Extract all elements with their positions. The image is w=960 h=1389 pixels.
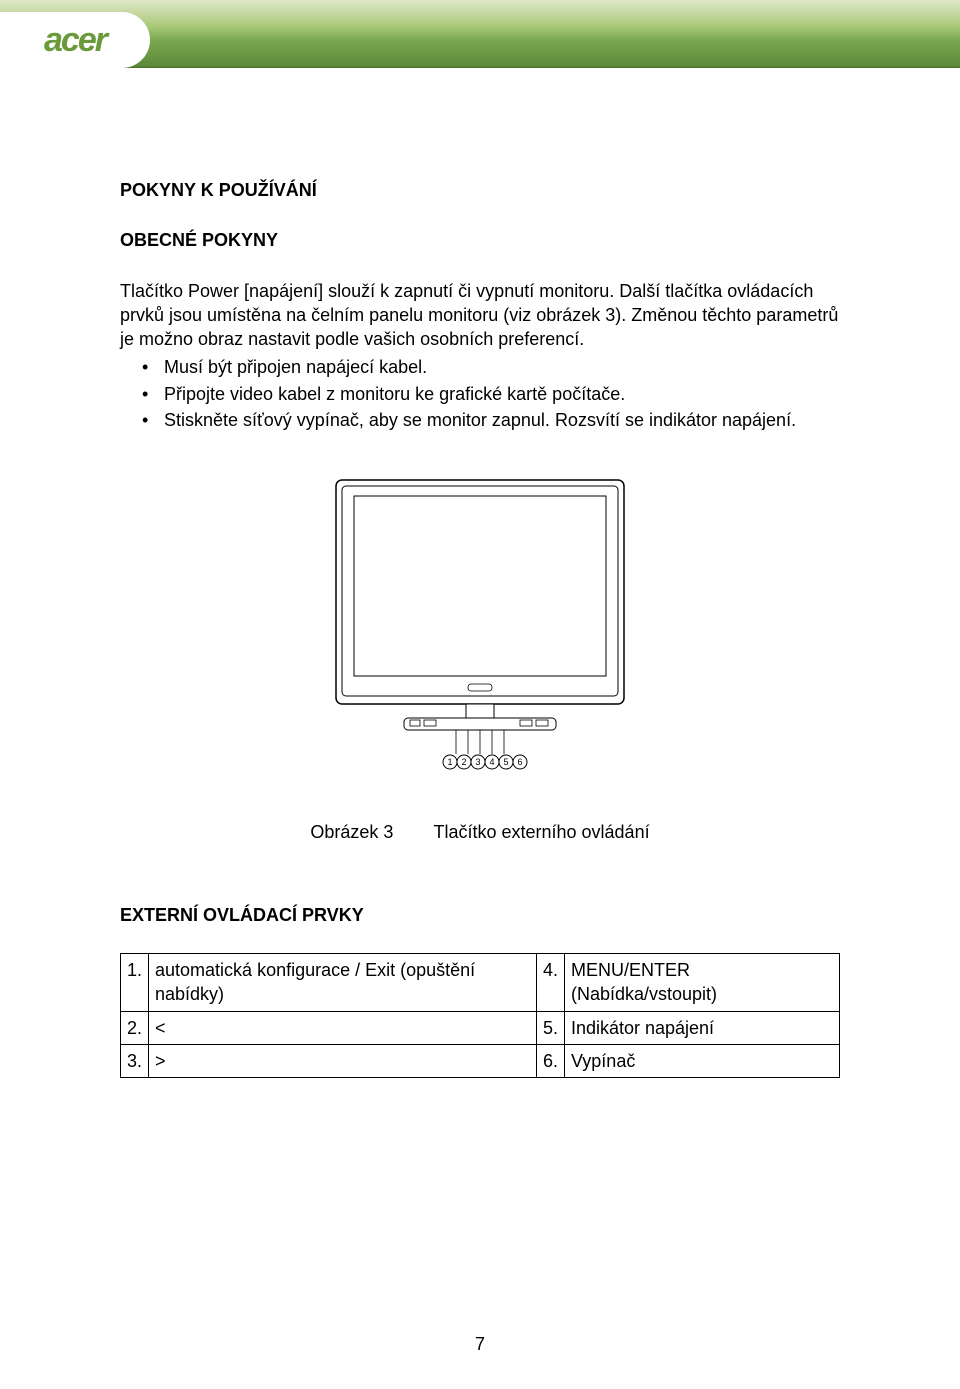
intro-paragraph: Tlačítko Power [napájení] slouží k zapnu… [120, 279, 840, 352]
caption-right: Tlačítko externího ovládání [433, 820, 649, 844]
cell-num: 1. [121, 953, 149, 1011]
heading-sub: OBECNÉ POKYNY [120, 228, 840, 252]
cell-text: MENU/ENTER (Nabídka/vstoupit) [564, 953, 839, 1011]
page-number: 7 [0, 1334, 960, 1355]
svg-text:5: 5 [503, 757, 508, 767]
caption-left: Obrázek 3 [310, 820, 393, 844]
table-row: 3. > 6. Vypínač [121, 1044, 840, 1077]
bullet-list: Musí být připojen napájecí kabel. Připoj… [120, 355, 840, 432]
table-row: 1. automatická konfigurace / Exit (opušt… [121, 953, 840, 1011]
figure-monitor: 1 2 3 4 5 6 [120, 472, 840, 792]
figure-caption: Obrázek 3 Tlačítko externího ovládání [120, 820, 840, 844]
page-content: POKYNY K POUŽÍVÁNÍ OBECNÉ POKYNY Tlačítk… [0, 68, 960, 1078]
cell-text: > [149, 1044, 537, 1077]
cell-text: Indikátor napájení [564, 1011, 839, 1044]
list-item: Stiskněte síťový vypínač, aby se monitor… [120, 408, 840, 432]
cell-num: 5. [536, 1011, 564, 1044]
svg-text:2: 2 [461, 757, 466, 767]
cell-text: automatická konfigurace / Exit (opuštění… [149, 953, 537, 1011]
list-item: Musí být připojen napájecí kabel. [120, 355, 840, 379]
svg-text:1: 1 [447, 757, 452, 767]
table-row: 2. < 5. Indikátor napájení [121, 1011, 840, 1044]
cell-num: 4. [536, 953, 564, 1011]
controls-table: 1. automatická konfigurace / Exit (opušt… [120, 953, 840, 1078]
list-item: Připojte video kabel z monitoru ke grafi… [120, 382, 840, 406]
cell-text: < [149, 1011, 537, 1044]
heading-main: POKYNY K POUŽÍVÁNÍ [120, 178, 840, 202]
svg-text:3: 3 [475, 757, 480, 767]
page-header: acer [0, 0, 960, 68]
cell-text: Vypínač [564, 1044, 839, 1077]
heading-controls: EXTERNÍ OVLÁDACÍ PRVKY [120, 903, 840, 927]
svg-text:4: 4 [489, 757, 494, 767]
cell-num: 2. [121, 1011, 149, 1044]
svg-text:6: 6 [517, 757, 522, 767]
brand-logo: acer [44, 21, 106, 60]
cell-num: 6. [536, 1044, 564, 1077]
monitor-icon: 1 2 3 4 5 6 [320, 472, 640, 792]
cell-num: 3. [121, 1044, 149, 1077]
logo-container: acer [0, 12, 150, 68]
